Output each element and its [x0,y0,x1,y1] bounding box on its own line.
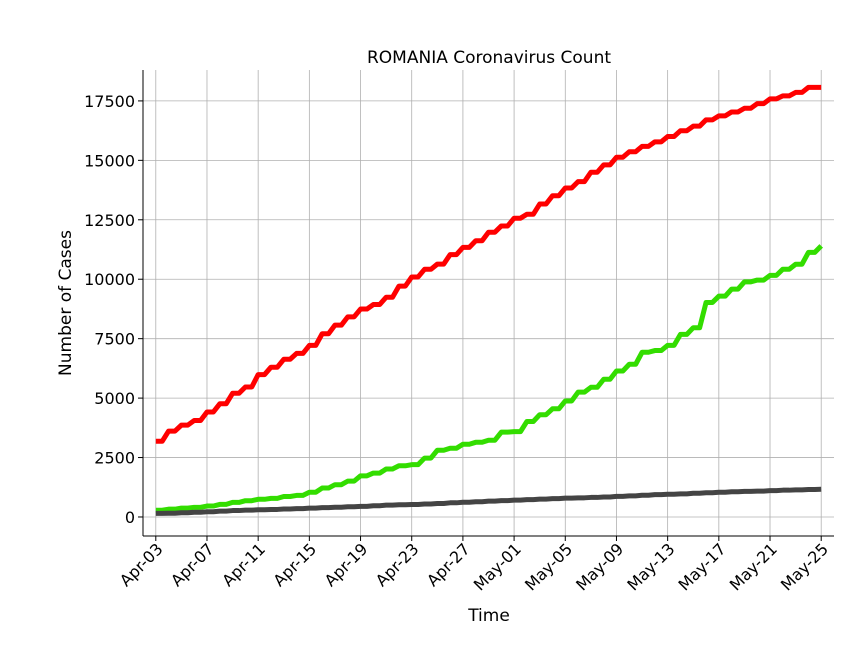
y-tick-label: 5000 [94,389,135,408]
series-line-2 [155,486,822,516]
y-axis-label: Number of Cases [56,230,76,376]
y-tick-label: 17500 [84,92,135,111]
x-tick-label: Apr-23 [372,539,423,590]
x-tick-label: Apr-11 [218,539,269,590]
x-tick-label: May-09 [572,539,627,594]
x-tick-label: Apr-07 [167,539,218,590]
x-axis-label: Time [467,606,510,626]
series-line-1 [155,244,823,513]
y-tick-label: 10000 [84,270,135,289]
y-tick-label: 15000 [84,151,135,170]
x-tick-label: May-01 [470,539,525,594]
axes [142,70,834,537]
x-tick-label: Apr-27 [423,539,474,590]
y-tick-label: 12500 [84,211,135,230]
x-tick-label: May-21 [726,539,781,594]
series-layer [155,84,823,516]
x-tick-label: May-13 [623,539,678,594]
x-tick-label: May-25 [777,539,832,594]
x-tick-label: Apr-15 [269,539,320,590]
y-tick-label: 0 [125,508,135,527]
y-tick-label: 7500 [94,330,135,349]
series-line-0 [155,84,822,444]
chart-title: ROMANIA Coronavirus Count [367,48,611,68]
y-ticks: 0 2500 5000 7500 10000 12500 15000 17500 [84,92,143,527]
x-tick-label: May-17 [675,539,730,594]
x-tick-label: Apr-19 [321,539,372,590]
x-ticks: Apr-03 Apr-07 Apr-11 Apr-15 Apr-19 Apr-23 Apr-… [116,536,832,595]
y-tick-label: 2500 [94,449,135,468]
x-tick-label: Apr-03 [116,539,167,590]
x-tick-label: May-05 [521,539,576,594]
grid-lines [143,70,834,536]
